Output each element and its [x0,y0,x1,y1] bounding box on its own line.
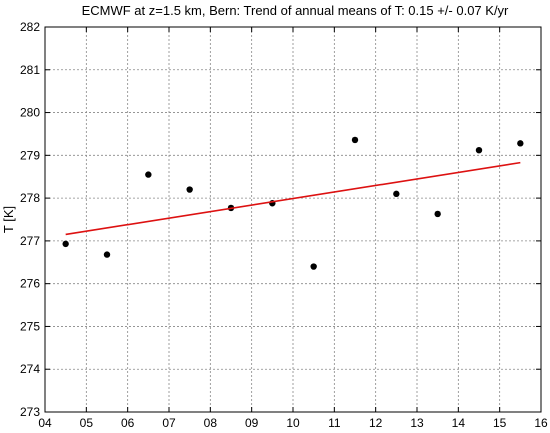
data-point [186,186,193,193]
chart-title: ECMWF at z=1.5 km, Bern: Trend of annual… [82,3,509,18]
data-point [434,210,441,218]
x-tick-label: 04 [38,416,52,430]
y-tick-label: 279 [20,148,40,162]
y-tick-label: 280 [20,106,40,120]
x-tick-label: 10 [286,416,300,430]
y-tick-label: 276 [20,277,40,291]
y-tick-label: 275 [20,319,40,333]
x-tick-label: 12 [369,416,383,430]
x-tick-label: 05 [80,416,94,430]
data-point [393,190,400,198]
data-point [517,140,524,147]
x-tick-label: 07 [162,416,176,430]
trend-line [65,161,521,236]
data-point [62,240,69,248]
x-tick-label: 15 [493,416,507,430]
y-axis-label: T [K] [1,206,16,233]
data-point [103,251,111,258]
y-tick-label: 273 [20,405,40,419]
x-tick-label: 06 [121,416,135,430]
data-point [310,263,317,270]
y-tick-label: 277 [20,234,40,248]
x-tick-label: 08 [204,416,218,430]
x-tick-label: 13 [410,416,424,430]
series [62,136,524,270]
x-tick-label: 11 [328,416,341,430]
x-tick-label: 16 [534,416,548,430]
y-tick-label: 281 [20,63,40,77]
data-point [145,171,152,178]
x-tick-label: 14 [452,416,466,430]
x-tick-label: 09 [245,416,259,430]
ticks: 04 05 06 07 08 09 10 11 12 13 14 15 16 273 274 275 276 27… [20,20,548,430]
y-tick-label: 282 [20,20,40,34]
data-point [351,136,359,144]
y-tick-label: 278 [20,191,40,205]
y-tick-label: 274 [20,362,40,376]
data-point [475,147,483,154]
grid [45,27,541,412]
